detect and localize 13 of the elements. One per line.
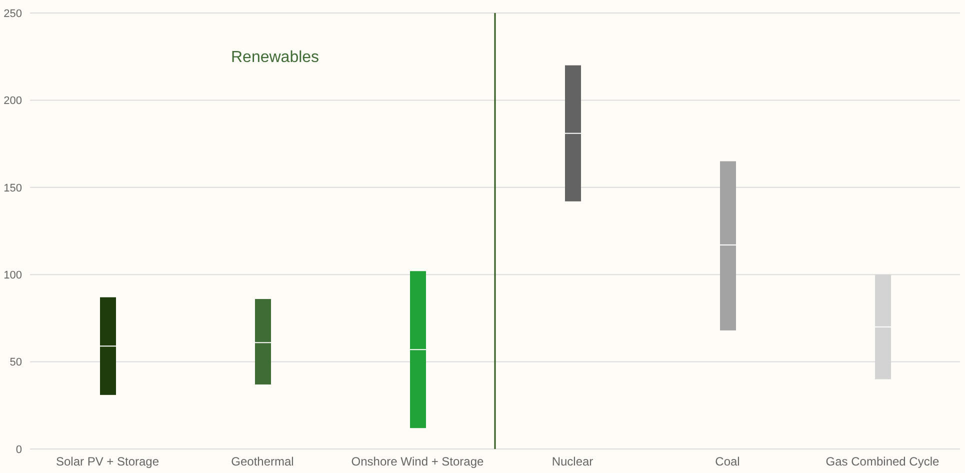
y-tick-label: 250	[4, 8, 22, 20]
x-tick-label: Nuclear	[552, 454, 594, 469]
x-tick-label: Solar PV + Storage	[56, 454, 160, 469]
x-tick-label: Geothermal	[231, 454, 294, 469]
x-tick-label: Coal	[715, 454, 740, 469]
y-tick-label: 50	[10, 356, 22, 369]
y-tick-label: 0	[16, 444, 22, 456]
y-tick-label: 100	[4, 270, 22, 282]
x-tick-label: Onshore Wind + Storage	[351, 454, 484, 469]
y-tick-label: 200	[4, 95, 22, 108]
x-tick-label: Gas Combined Cycle	[826, 454, 940, 469]
y-tick-label: 150	[4, 182, 22, 194]
annotation: Renewables	[231, 49, 320, 67]
